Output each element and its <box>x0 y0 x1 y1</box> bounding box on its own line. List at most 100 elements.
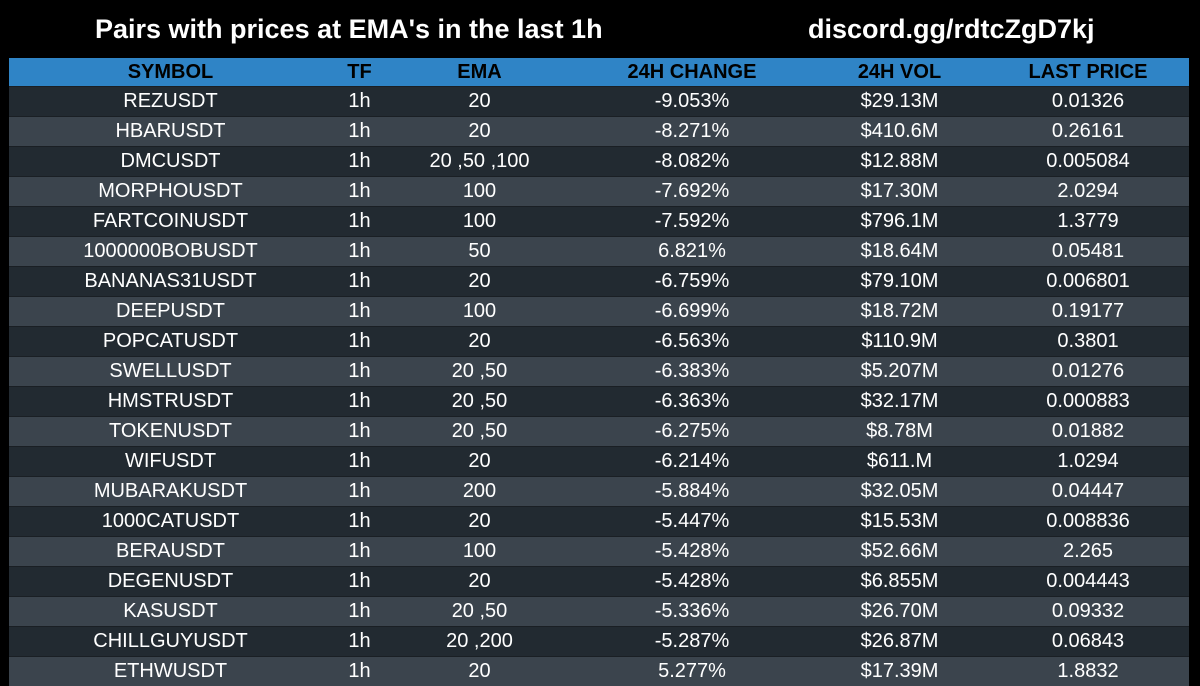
discord-link[interactable]: discord.gg/rdtcZgD7kj <box>808 14 1095 45</box>
volume-24h-cell: $17.39M <box>812 657 987 686</box>
ema-cell: 100 <box>387 207 572 237</box>
column-header-ema[interactable]: EMA <box>387 58 572 87</box>
timeframe-cell: 1h <box>332 87 387 117</box>
change-24h-cell: -6.759% <box>572 267 812 297</box>
last-price-cell: 2.0294 <box>987 177 1189 207</box>
volume-24h-cell: $52.66M <box>812 537 987 567</box>
column-header-24h-change[interactable]: 24H CHANGE <box>572 58 812 87</box>
last-price-cell: 1.0294 <box>987 447 1189 477</box>
last-price-cell: 0.01882 <box>987 417 1189 447</box>
timeframe-cell: 1h <box>332 177 387 207</box>
timeframe-cell: 1h <box>332 327 387 357</box>
timeframe-cell: 1h <box>332 117 387 147</box>
ema-cell: 20 ,50 ,100 <box>387 147 572 177</box>
symbol-cell: REZUSDT <box>9 87 332 117</box>
table-header-row: SYMBOL TF EMA 24H CHANGE 24H VOL LAST PR… <box>9 58 1189 87</box>
last-price-cell: 1.8832 <box>987 657 1189 686</box>
ema-cell: 20 <box>387 327 572 357</box>
change-24h-cell: -5.428% <box>572 567 812 597</box>
change-24h-cell: -9.053% <box>572 87 812 117</box>
symbol-cell: BANANAS31USDT <box>9 267 332 297</box>
last-price-cell: 1.3779 <box>987 207 1189 237</box>
last-price-cell: 0.04447 <box>987 477 1189 507</box>
change-24h-cell: -8.271% <box>572 117 812 147</box>
column-header-last-price[interactable]: LAST PRICE <box>987 58 1189 87</box>
last-price-cell: 0.19177 <box>987 297 1189 327</box>
last-price-cell: 0.006801 <box>987 267 1189 297</box>
change-24h-cell: -6.383% <box>572 357 812 387</box>
change-24h-cell: -6.363% <box>572 387 812 417</box>
timeframe-cell: 1h <box>332 597 387 627</box>
ema-cell: 20 ,50 <box>387 417 572 447</box>
last-price-cell: 0.005084 <box>987 147 1189 177</box>
table-header: SYMBOL TF EMA 24H CHANGE 24H VOL LAST PR… <box>9 58 1189 87</box>
symbol-cell: DEEPUSDT <box>9 297 332 327</box>
change-24h-cell: -7.692% <box>572 177 812 207</box>
last-price-cell: 0.004443 <box>987 567 1189 597</box>
volume-24h-cell: $18.72M <box>812 297 987 327</box>
ema-cell: 100 <box>387 297 572 327</box>
symbol-cell: DEGENUSDT <box>9 567 332 597</box>
page-title: Pairs with prices at EMA's in the last 1… <box>95 14 603 45</box>
timeframe-cell: 1h <box>332 477 387 507</box>
symbol-cell: HBARUSDT <box>9 117 332 147</box>
symbol-cell: MUBARAKUSDT <box>9 477 332 507</box>
change-24h-cell: -7.592% <box>572 207 812 237</box>
ema-cell: 20 <box>387 117 572 147</box>
last-price-cell: 0.01326 <box>987 87 1189 117</box>
column-header-tf[interactable]: TF <box>332 58 387 87</box>
timeframe-cell: 1h <box>332 537 387 567</box>
ema-cell: 20 ,50 <box>387 387 572 417</box>
timeframe-cell: 1h <box>332 147 387 177</box>
column-header-24h-vol[interactable]: 24H VOL <box>812 58 987 87</box>
timeframe-cell: 1h <box>332 417 387 447</box>
volume-24h-cell: $32.17M <box>812 387 987 417</box>
symbol-cell: FARTCOINUSDT <box>9 207 332 237</box>
change-24h-cell: -8.082% <box>572 147 812 177</box>
ema-pairs-table-container: SYMBOL TF EMA 24H CHANGE 24H VOL LAST PR… <box>9 58 1189 686</box>
ema-cell: 20 <box>387 447 572 477</box>
ema-cell: 20 <box>387 87 572 117</box>
ema-cell: 20 ,50 <box>387 597 572 627</box>
ema-cell: 20 ,200 <box>387 627 572 657</box>
change-24h-cell: -6.275% <box>572 417 812 447</box>
change-24h-cell: -5.884% <box>572 477 812 507</box>
timeframe-cell: 1h <box>332 297 387 327</box>
volume-24h-cell: $32.05M <box>812 477 987 507</box>
timeframe-cell: 1h <box>332 657 387 686</box>
symbol-cell: CHILLGUYUSDT <box>9 627 332 657</box>
symbol-cell: TOKENUSDT <box>9 417 332 447</box>
ema-cell: 20 <box>387 267 572 297</box>
ema-cell: 200 <box>387 477 572 507</box>
symbol-cell: BERAUSDT <box>9 537 332 567</box>
change-24h-cell: -5.428% <box>572 537 812 567</box>
symbol-cell: ETHWUSDT <box>9 657 332 686</box>
volume-24h-cell: $110.9M <box>812 327 987 357</box>
timeframe-cell: 1h <box>332 507 387 537</box>
column-header-symbol[interactable]: SYMBOL <box>9 58 332 87</box>
symbol-cell: POPCATUSDT <box>9 327 332 357</box>
volume-24h-cell: $79.10M <box>812 267 987 297</box>
change-24h-cell: -5.447% <box>572 507 812 537</box>
last-price-cell: 0.26161 <box>987 117 1189 147</box>
